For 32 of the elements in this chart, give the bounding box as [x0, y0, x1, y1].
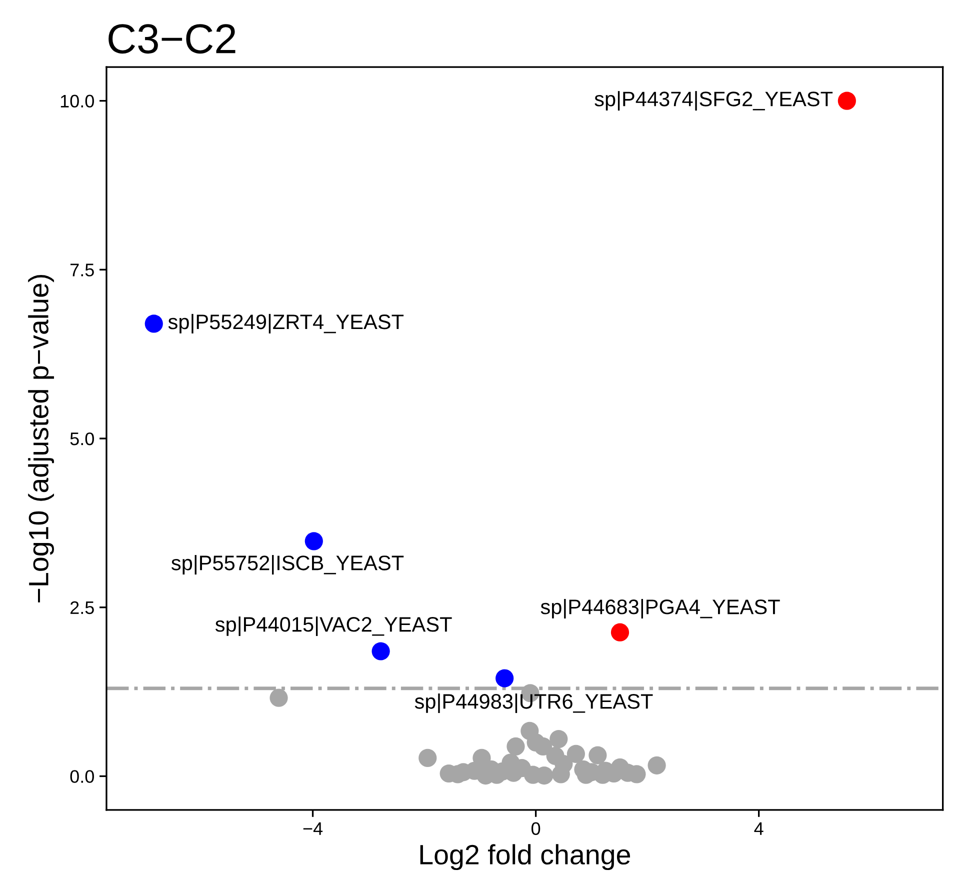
point	[550, 730, 568, 748]
point	[372, 642, 390, 660]
annotation: sp|P55752|ISCB_YEAST	[172, 555, 404, 575]
point	[566, 744, 586, 763]
annotation: sp|P44983|UTR6_YEAST	[414, 694, 653, 714]
point	[496, 669, 514, 688]
y-tick-label: 2.5	[70, 601, 94, 614]
chart-title: C3−C2	[108, 24, 236, 54]
point	[648, 756, 666, 774]
y-axis-title: −Log10 (adjusted p−value)	[28, 274, 54, 602]
y-tick-label: 0.0	[70, 770, 94, 783]
point	[552, 765, 570, 784]
point	[588, 746, 607, 764]
point	[526, 733, 545, 752]
annotation: sp|P44015|VAC2_YEAST	[215, 616, 452, 636]
x-tick-label: 4	[754, 822, 764, 835]
point	[144, 314, 163, 333]
point	[506, 737, 525, 756]
annotation: sp|P44374|SFG2_YEAST	[594, 91, 833, 111]
x-axis-title: Log2 fold change	[420, 844, 630, 870]
annotation: sp|P55249|ZRT4_YEAST	[168, 314, 404, 334]
point	[418, 748, 437, 768]
point	[304, 532, 323, 550]
x-tick-label: −4	[303, 822, 323, 835]
point	[610, 623, 630, 642]
point	[838, 92, 856, 110]
annotation: sp|P44683|PGA4_YEAST	[540, 598, 780, 618]
x-tick-label: 0	[531, 822, 540, 836]
y-tick-label: 7.5	[70, 264, 94, 276]
point	[270, 688, 288, 707]
y-tick-label: 5.0	[70, 432, 94, 446]
y-tick-label: 10.0	[60, 94, 94, 108]
